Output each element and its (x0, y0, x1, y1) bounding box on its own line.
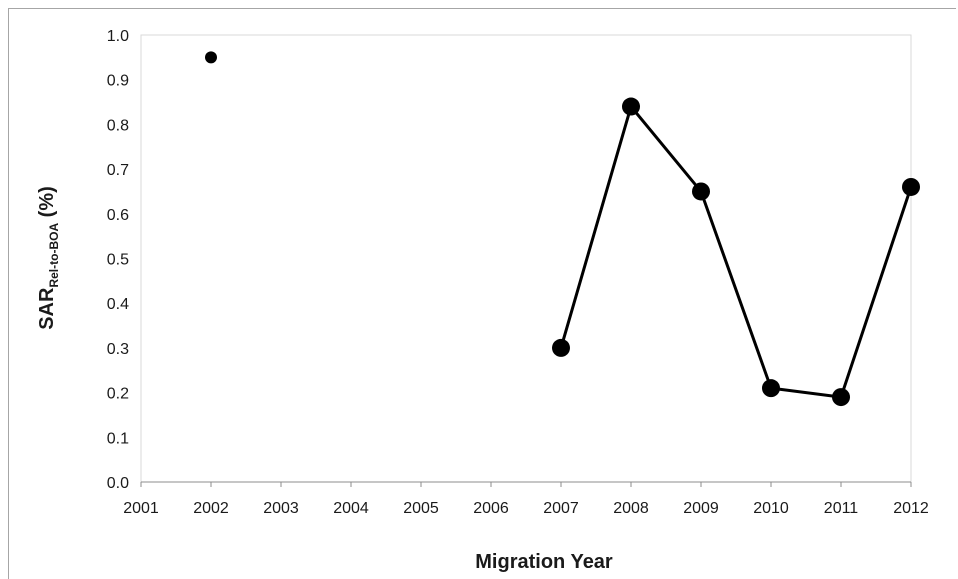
data-point (622, 97, 640, 116)
chart-frame (8, 8, 956, 579)
x-tick-label: 2003 (263, 500, 299, 517)
y-axis-title-suffix: (%) (36, 186, 58, 223)
y-tick-label: 0.4 (107, 296, 129, 313)
y-axis-title: SARRel-to-BOA (%) (36, 186, 61, 330)
y-tick-label: 0.3 (107, 341, 129, 358)
marker-group (205, 51, 920, 407)
y-tick-label: 0.6 (107, 207, 129, 224)
y-tick-label: 0.1 (107, 430, 129, 447)
x-tick-label: 2004 (333, 500, 369, 517)
x-tick-label: 2005 (403, 500, 439, 517)
x-axis-title: Migration Year (475, 551, 613, 573)
y-tick-label: 0.7 (107, 162, 129, 179)
x-tick-label: 2002 (193, 500, 229, 517)
series-line-group (559, 103, 913, 399)
x-tick-label: 2008 (613, 500, 649, 517)
x-tick-label: 2010 (753, 500, 789, 517)
y-tick-label: 0.0 (107, 475, 129, 492)
y-tick-labels: 0.0 0.1 0.2 0.3 0.4 0.5 0.6 0.7 0.8 0.9 1.0 (107, 28, 129, 492)
y-tick-label: 1.0 (107, 28, 129, 45)
data-point (762, 379, 780, 398)
y-tick-label: 0.5 (107, 252, 129, 269)
x-tick-label: 2012 (893, 500, 929, 517)
data-point (832, 388, 850, 407)
y-tick-label: 0.8 (107, 117, 129, 134)
x-tick-label: 2006 (473, 500, 509, 517)
x-tick-label: 2009 (683, 500, 719, 517)
y-tick-label: 0.2 (107, 386, 129, 403)
data-point (552, 338, 570, 357)
x-tick-label: 2007 (543, 500, 579, 517)
data-point (692, 182, 710, 201)
x-tick-label: 2011 (824, 500, 859, 517)
data-point (902, 177, 920, 196)
plot-area (140, 34, 912, 483)
data-point (205, 51, 217, 64)
series-line (559, 103, 913, 399)
y-tick-label: 0.9 (107, 73, 129, 90)
x-tick-label: 2001 (123, 500, 159, 517)
y-axis-title-main: SAR (36, 287, 58, 330)
y-axis-title-subscript: Rel-to-BOA (47, 223, 61, 288)
x-tick-labels: 2001 2002 2003 2004 2005 2006 2007 2008 2009 2010… (123, 482, 929, 517)
